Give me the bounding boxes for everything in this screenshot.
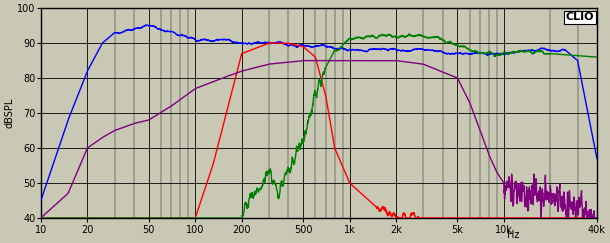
- Text: CLIO: CLIO: [565, 12, 594, 22]
- Text: Hz: Hz: [508, 230, 520, 240]
- Y-axis label: dBSPL: dBSPL: [4, 98, 14, 128]
